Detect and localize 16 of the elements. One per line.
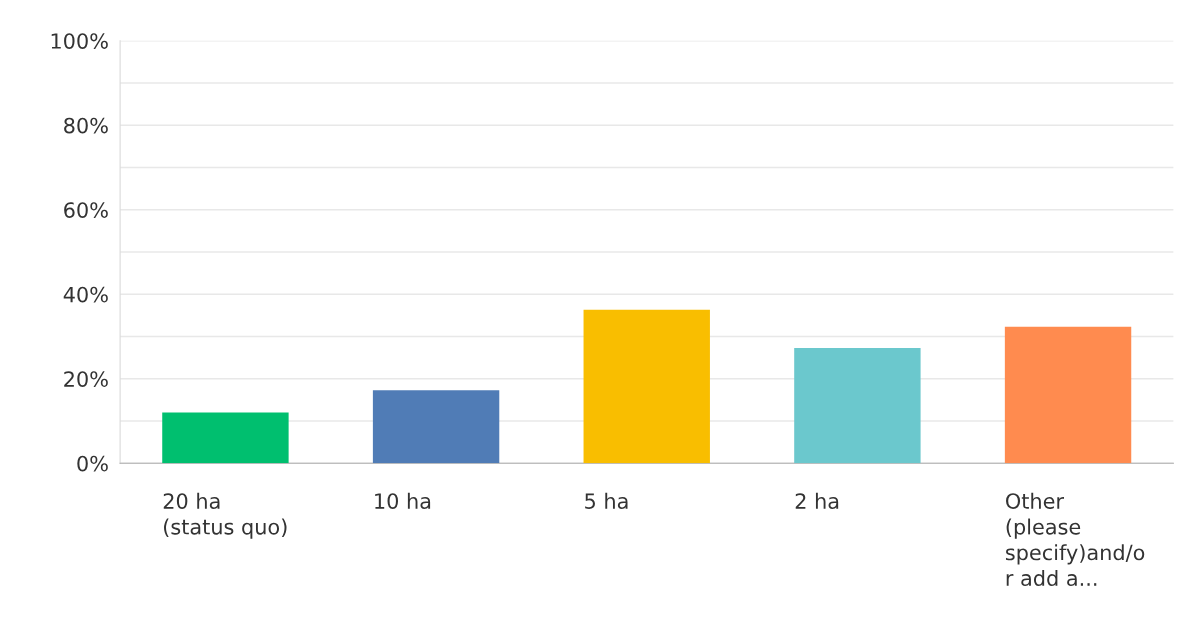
y-tick-label: 100%	[51, 33, 108, 49]
bar	[372, 390, 500, 464]
bar	[1004, 326, 1132, 464]
x-tick-label: 10 ha	[375, 492, 431, 509]
y-tick-label: 40%	[63, 286, 108, 303]
x-tick-label: 2 ha	[795, 492, 839, 509]
y-tick-label: 60%	[64, 202, 108, 218]
x-tick-label: Other (please specify)and/o r add a...	[1005, 492, 1145, 587]
bar	[794, 347, 921, 464]
x-tick-label: 5 ha	[585, 492, 628, 509]
x-tick-label: 20 ha (status quo)	[163, 492, 287, 539]
y-tick-label: 20%	[64, 371, 108, 387]
y-tick-label: 80%	[64, 117, 108, 134]
bar	[583, 309, 710, 464]
y-tick-label: 0%	[77, 455, 108, 472]
bar	[162, 412, 289, 464]
